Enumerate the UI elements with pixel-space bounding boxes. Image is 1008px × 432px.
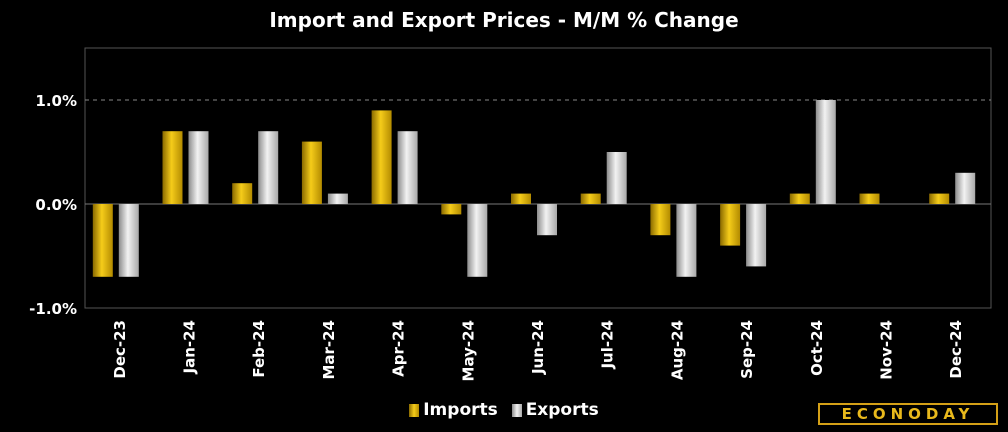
bar-exports-jun-24	[537, 204, 557, 236]
bar-exports-jul-24	[606, 152, 627, 204]
bar-exports-dec-24	[955, 172, 976, 204]
legend-item-exports: Exports	[511, 400, 599, 420]
x-tick-label: Feb-24	[250, 320, 268, 378]
plot-area	[84, 47, 992, 309]
y-tick-label: -1.0%	[29, 300, 77, 318]
bar-imports-nov-24	[859, 193, 880, 204]
legend-label-exports: Exports	[525, 400, 599, 420]
bar-exports-jan-24	[188, 131, 209, 204]
bar-imports-mar-24	[301, 141, 322, 204]
y-axis-tick-labels: -1.0% 0.0% 1.0%	[29, 92, 77, 318]
x-tick-label: Jul-24	[599, 320, 617, 370]
bar-exports-oct-24	[815, 100, 836, 204]
bar-exports-aug-24	[676, 204, 697, 277]
bar-imports-dec-24	[929, 193, 950, 204]
bar-imports-sep-24	[720, 204, 741, 246]
y-tick-label: 0.0%	[35, 196, 77, 214]
legend: Imports Exports	[0, 400, 1008, 422]
chart-svg: -1.0% 0.0% 1.0% Dec-23 Jan-24 Feb-24 Mar-24 Ap…	[29, 47, 992, 381]
x-tick-label: Apr-24	[390, 320, 408, 377]
legend-item-imports: Imports	[409, 400, 498, 420]
bar-imports-feb-24	[232, 183, 253, 204]
x-tick-label: Jun-24	[529, 320, 547, 375]
x-tick-label: Sep-24	[738, 320, 756, 379]
legend-label-imports: Imports	[423, 400, 498, 420]
bar-exports-feb-24	[258, 131, 279, 204]
legend-swatch-imports	[409, 403, 420, 417]
bar-imports-apr-24	[371, 110, 392, 204]
bar-layer	[92, 100, 976, 277]
x-tick-label: Jan-24	[181, 320, 199, 374]
x-tick-label: Nov-24	[877, 320, 895, 380]
bar-imports-jan-24	[162, 131, 183, 204]
bar-imports-jun-24	[511, 193, 531, 204]
bar-imports-dec-23	[92, 204, 113, 277]
bar-imports-aug-24	[650, 204, 671, 236]
x-tick-label: Dec-23	[111, 320, 129, 379]
bar-exports-mar-24	[327, 193, 348, 204]
bar-imports-oct-24	[789, 193, 810, 204]
x-tick-label: Mar-24	[320, 320, 338, 380]
legend-swatch-exports	[511, 403, 522, 417]
chart-title: Import and Export Prices - M/M % Change	[269, 8, 739, 32]
bar-exports-may-24	[467, 204, 488, 277]
x-tick-label: Aug-24	[668, 320, 686, 380]
x-tick-label: Oct-24	[808, 320, 826, 376]
econoday-logo: ECONODAY	[818, 403, 998, 425]
x-axis-tick-labels: Dec-23 Jan-24 Feb-24 Mar-24 Apr-24 May-24 Jun-…	[111, 320, 965, 381]
bar-exports-sep-24	[746, 204, 767, 267]
x-tick-label: May-24	[459, 320, 477, 381]
x-tick-label: Dec-24	[947, 320, 965, 379]
bar-imports-jul-24	[580, 193, 601, 204]
y-tick-label: 1.0%	[35, 92, 77, 110]
bar-imports-may-24	[441, 204, 462, 215]
bar-exports-dec-23	[118, 204, 139, 277]
bar-exports-apr-24	[397, 131, 418, 204]
